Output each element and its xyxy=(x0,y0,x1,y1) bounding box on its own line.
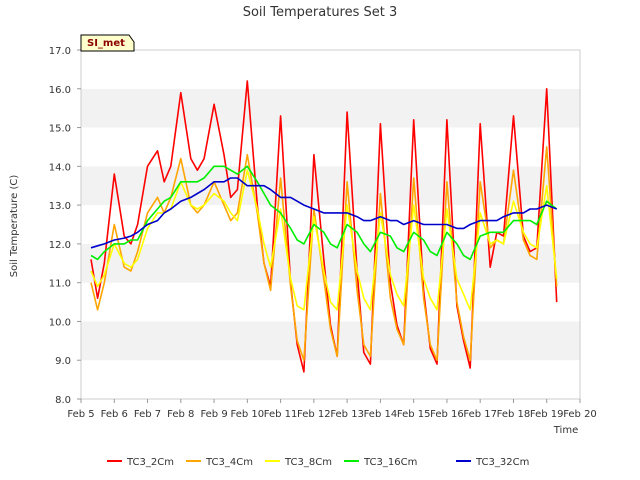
series-line-TC3_2Cm xyxy=(90,80,558,373)
y-tick-label: 17.0 xyxy=(49,46,71,57)
y-tick-label: 15.0 xyxy=(49,124,71,135)
y-axis-ticks: 8.0 9.0 10.0 11.0 12.0 13.0 14.0 15.0 16.0 17.0 xyxy=(49,46,81,406)
legend-label-TC3_4Cm: TC3_4Cm xyxy=(205,457,253,468)
x-tick-label: Feb 11 xyxy=(264,409,298,420)
x-tick-label: Feb 14 xyxy=(364,409,398,420)
x-tick-label: Feb 9 xyxy=(200,409,227,420)
series-line-TC3_32Cm xyxy=(90,177,557,249)
chart-title: Soil Temperatures Set 3 xyxy=(243,5,398,20)
y-tick-label: 8.0 xyxy=(55,395,71,406)
legend-label-TC3_16Cm: TC3_16Cm xyxy=(363,457,417,468)
y-tick-label: 9.0 xyxy=(55,356,71,367)
x-tick-label: Feb 8 xyxy=(167,409,194,420)
y-tick-label: 12.0 xyxy=(49,240,71,251)
grid-band xyxy=(81,360,580,399)
plot-area-frame xyxy=(80,49,581,400)
grid-band xyxy=(81,50,580,89)
y-tick-label: 14.0 xyxy=(49,162,71,173)
x-axis-label: Time xyxy=(553,425,578,436)
x-tick-label: Feb 17 xyxy=(463,409,497,420)
legend-label-TC3_2Cm: TC3_2Cm xyxy=(126,457,174,468)
legend-label-TC3_8Cm: TC3_8Cm xyxy=(284,457,332,468)
series-line-TC3_16Cm xyxy=(90,165,558,261)
x-tick-label: Feb 16 xyxy=(430,409,464,420)
y-axis-label: Soil Temperature (C) xyxy=(9,175,20,278)
x-tick-label: Feb 6 xyxy=(101,409,128,420)
grid-band xyxy=(81,166,580,206)
x-tick-label: Feb 13 xyxy=(330,409,364,420)
x-tick-label: Feb 18 xyxy=(497,409,531,420)
y-tick-label: 11.0 xyxy=(49,279,71,290)
x-tick-label: Feb 5 xyxy=(67,409,94,420)
station-tag-label: SI_met xyxy=(87,38,125,49)
y-tick-label: 10.0 xyxy=(49,317,71,328)
x-axis-ticks: Feb 5 Feb 6 Feb 7 Feb 8 Feb 9 Feb 10 Feb 11 Feb… xyxy=(67,399,597,420)
x-tick-label: Feb 15 xyxy=(397,409,431,420)
x-tick-label: Feb 7 xyxy=(134,409,161,420)
station-tag-box xyxy=(80,34,135,52)
y-tick-label: 13.0 xyxy=(49,201,71,212)
y-tick-label: 16.0 xyxy=(49,85,71,96)
legend: TC3_2Cm TC3_4Cm TC3_8Cm TC3_16Cm TC3_32Cm xyxy=(107,457,529,468)
x-tick-label: Feb 10 xyxy=(231,409,265,420)
grid-band xyxy=(81,88,580,128)
x-tick-label: Feb 12 xyxy=(297,409,331,420)
x-tick-label: Feb 20 xyxy=(563,409,597,420)
series-lines xyxy=(90,80,558,373)
background-bands xyxy=(81,50,580,399)
station-tag: SI_met xyxy=(80,34,135,52)
grid-band xyxy=(81,243,580,283)
legend-label-TC3_32Cm: TC3_32Cm xyxy=(475,457,529,468)
grid-band xyxy=(81,127,580,167)
x-tick-label: Feb 19 xyxy=(530,409,564,420)
